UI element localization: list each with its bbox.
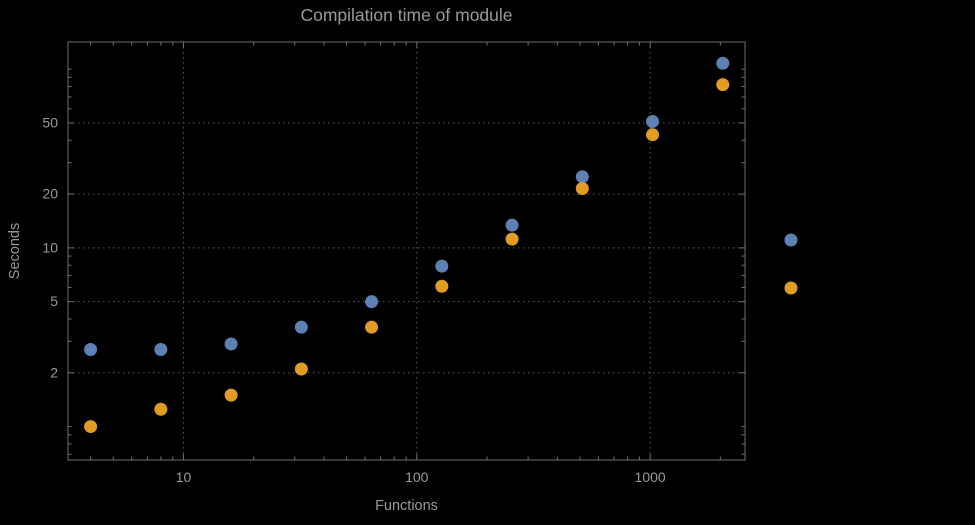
data-point-series-orange <box>154 402 168 416</box>
data-point-series-blue <box>575 170 589 184</box>
x-tick-label: 10 <box>176 469 192 485</box>
y-tick-label: 10 <box>42 239 58 255</box>
data-point-series-orange <box>646 128 660 142</box>
legend-marker <box>784 281 798 295</box>
data-point-series-blue <box>435 259 449 273</box>
x-tick-label: 1000 <box>635 469 666 485</box>
data-point-series-orange <box>365 320 379 334</box>
data-point-series-blue <box>365 295 379 309</box>
data-point-series-blue <box>154 342 168 356</box>
data-point-series-orange <box>84 420 98 434</box>
data-point-series-orange <box>435 279 449 293</box>
y-tick-label: 5 <box>50 293 58 309</box>
data-point-series-blue <box>646 114 660 128</box>
x-tick-label: 100 <box>405 469 429 485</box>
chart-title: Compilation time of module <box>300 5 513 25</box>
y-tick-label: 50 <box>42 114 58 130</box>
data-point-series-blue <box>716 56 730 70</box>
data-point-series-orange <box>575 181 589 195</box>
data-point-series-blue <box>224 337 238 351</box>
x-axis-label: Functions <box>375 498 438 514</box>
plot-frame <box>67 41 746 461</box>
data-point-series-blue <box>505 218 519 232</box>
data-point-series-blue <box>84 342 98 356</box>
y-tick-label: 20 <box>42 186 58 202</box>
data-point-series-orange <box>224 388 238 402</box>
data-point-series-orange <box>294 362 308 376</box>
data-point-series-orange <box>716 78 730 92</box>
data-point-series-blue <box>294 320 308 334</box>
data-point-series-orange <box>505 232 519 246</box>
legend-marker <box>784 233 798 247</box>
y-tick-label: 2 <box>50 364 58 380</box>
